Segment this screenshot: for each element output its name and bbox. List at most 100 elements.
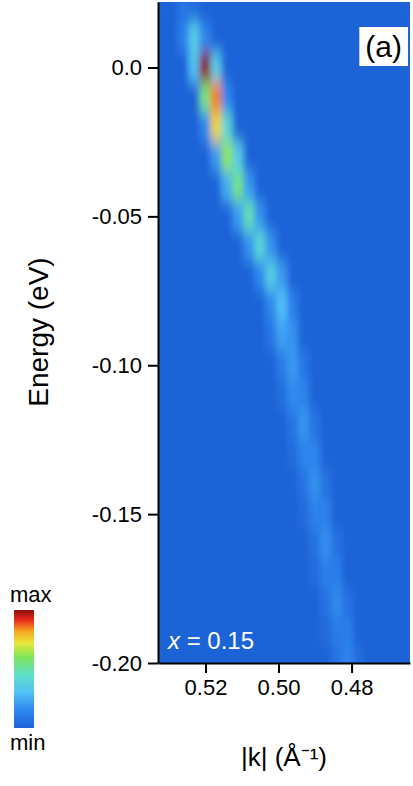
color-bar-ramp [14, 610, 34, 728]
heat-cell [309, 439, 321, 470]
heat-cell [309, 409, 321, 440]
heat-cell [232, 171, 244, 202]
heat-cell [386, 82, 398, 113]
panel-label: (a) [359, 27, 408, 66]
heat-cell [386, 320, 398, 351]
heat-cell [397, 201, 409, 232]
heat-cell [386, 499, 398, 530]
heat-cell [342, 529, 354, 560]
heat-cell [375, 2, 387, 23]
heat-cell [200, 409, 212, 440]
heat-cell [320, 201, 332, 232]
heat-cell [254, 558, 266, 589]
heat-cell [331, 469, 343, 500]
panel-label-box [359, 27, 408, 66]
heat-cell [189, 320, 201, 351]
heat-cell [298, 231, 310, 262]
heat-cell [276, 409, 288, 440]
heat-cell [320, 320, 332, 351]
heat-cell [243, 409, 255, 440]
heat-cell [320, 82, 332, 113]
heat-cell [298, 588, 310, 619]
heat-cell [287, 618, 299, 649]
heat-cell [276, 588, 288, 619]
heat-cell [397, 261, 409, 292]
heat-cell [232, 290, 244, 321]
heat-cell [331, 409, 343, 440]
heat-cell [221, 380, 233, 411]
heat-cell [353, 380, 365, 411]
y-axis: 0.0-0.05-0.10-0.15-0.20 [92, 3, 159, 676]
tick-label: -0.10 [92, 353, 142, 378]
heat-cell [342, 52, 354, 83]
heat-cell [397, 469, 409, 500]
heat-cell [320, 529, 332, 560]
heat-cell [221, 499, 233, 530]
heat-cell [189, 171, 201, 202]
x-axis-title: |k| (Å⁻¹) [241, 742, 327, 772]
heat-cell [265, 350, 277, 381]
heat-cell [364, 618, 376, 649]
heat-cell [178, 141, 190, 172]
heat-cell [243, 112, 255, 143]
heat-cell [353, 112, 365, 143]
heat-cell [243, 2, 255, 23]
heat-cell [200, 350, 212, 381]
heat-cell [309, 380, 321, 411]
heat-cell [265, 618, 277, 649]
heat-cell [320, 380, 332, 411]
heat-cell [276, 231, 288, 262]
heat-cell [331, 558, 343, 589]
heat-cell [232, 201, 244, 232]
heat-cell [221, 82, 233, 113]
heat-cell [375, 82, 387, 113]
heat-cell [287, 22, 299, 53]
heat-cell [200, 82, 212, 113]
heat-cell [167, 52, 179, 83]
heat-cell [320, 141, 332, 172]
heat-cell [221, 141, 233, 172]
heat-cell [386, 558, 398, 589]
heat-cell [309, 648, 321, 663]
heat-cell [342, 499, 354, 530]
heat-cell [167, 141, 179, 172]
heat-cell [331, 22, 343, 53]
panel-letter: (a) [365, 30, 402, 63]
heat-cell [331, 618, 343, 649]
heat-cells [158, 2, 409, 663]
heat-cell [276, 22, 288, 53]
heat-cell [243, 350, 255, 381]
heat-cell [386, 529, 398, 560]
heat-cell [375, 201, 387, 232]
heat-cell [364, 439, 376, 470]
heat-cell [276, 141, 288, 172]
y-axis-tick: 0.0 [111, 55, 158, 80]
heat-cell [200, 588, 212, 619]
tick-label: -0.05 [92, 204, 142, 229]
heat-cell [287, 439, 299, 470]
heat-cell [353, 171, 365, 202]
heat-cell [276, 648, 288, 663]
heat-cell [397, 320, 409, 351]
heat-cell [353, 648, 365, 663]
heat-cell [254, 2, 266, 23]
heat-cell [320, 350, 332, 381]
heat-cell [210, 141, 222, 172]
heat-cell [287, 320, 299, 351]
heat-cell [265, 469, 277, 500]
heat-cell [342, 112, 354, 143]
heat-cell [167, 261, 179, 292]
heat-cell [331, 82, 343, 113]
heat-cell [342, 439, 354, 470]
heat-cell [265, 261, 277, 292]
heat-cell [265, 409, 277, 440]
heat-cell [243, 82, 255, 113]
heat-cell [309, 588, 321, 619]
heat-cell [254, 82, 266, 113]
heat-cell [320, 648, 332, 663]
tick-label: 0.0 [111, 55, 142, 80]
heat-cell [210, 529, 222, 560]
heat-cell [331, 439, 343, 470]
heat-cell [178, 231, 190, 262]
y-axis-tick: -0.05 [92, 204, 158, 229]
